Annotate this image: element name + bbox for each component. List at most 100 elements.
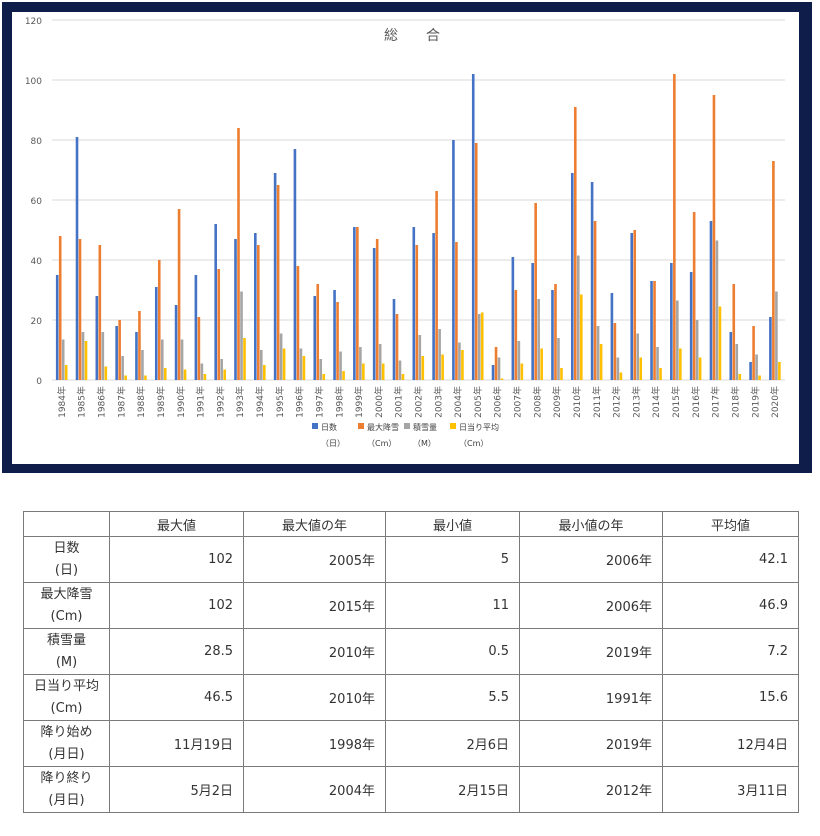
- table-cell: 102: [109, 536, 244, 583]
- x-tick-label: 2008年: [531, 386, 543, 418]
- table-body: 日数 (日) 102 2005年 5 2006年 42.1 最大降雪 (Cm) 102 2015年 1…: [23, 536, 799, 813]
- x-tick-label: 2013年: [630, 386, 642, 418]
- bar: [157, 260, 161, 380]
- bar: [141, 350, 144, 380]
- bar: [144, 375, 147, 380]
- bar: [282, 348, 286, 380]
- bar: [531, 263, 534, 380]
- bar: [412, 227, 416, 380]
- row-label-main: 日数: [53, 540, 80, 556]
- legend-swatch: [404, 423, 410, 429]
- table-cell: 2005年: [243, 536, 386, 583]
- table-cell: 2010年: [243, 674, 386, 721]
- x-tick-label: 2015年: [670, 386, 682, 418]
- bar: [452, 140, 455, 380]
- bar: [372, 248, 376, 380]
- bar: [104, 366, 108, 380]
- bar: [554, 284, 557, 380]
- table-cell: 1991年: [519, 674, 663, 721]
- bar: [698, 357, 702, 380]
- header-cell: 平均値: [662, 511, 799, 537]
- bar: [477, 314, 481, 380]
- bar: [381, 363, 385, 380]
- bar: [461, 350, 464, 380]
- legend-label: 積雪量: [413, 422, 437, 432]
- bar: [500, 378, 504, 380]
- bar: [401, 374, 405, 380]
- header-cell: [23, 511, 110, 537]
- row-label-unit: (Cm): [50, 700, 83, 716]
- bar: [339, 351, 342, 380]
- y-axis-ticks: 0 20 40 60 80 100 120: [25, 17, 42, 387]
- bar: [673, 74, 676, 380]
- row-label-unit: (日): [54, 562, 79, 578]
- table-cell: 102: [109, 582, 244, 629]
- x-tick-label: 2000年: [373, 386, 385, 418]
- legend-unit: （日）: [321, 439, 345, 448]
- x-tick-label: 2010年: [571, 386, 583, 418]
- bar: [630, 233, 634, 380]
- bar: [679, 348, 682, 380]
- x-tick-label: 2012年: [611, 386, 623, 418]
- bar: [254, 233, 257, 380]
- table-cell: 2012年: [519, 766, 663, 813]
- table-cell: 2006年: [519, 536, 663, 583]
- bar: [421, 356, 425, 380]
- bar: [570, 173, 574, 380]
- bar: [299, 348, 303, 380]
- bar: [769, 317, 772, 380]
- bar: [263, 365, 266, 380]
- row-label-main: 最大降雪: [40, 586, 93, 602]
- bar: [302, 356, 306, 380]
- row-label-main: 日当り平均: [33, 678, 99, 694]
- bar: [200, 363, 204, 380]
- x-tick-label: 1994年: [254, 386, 266, 418]
- bar: [732, 284, 736, 380]
- bar: [639, 357, 643, 380]
- bar: [322, 374, 326, 380]
- row-label-main: 降り始め: [40, 724, 93, 740]
- y-tick-label: 20: [31, 317, 43, 327]
- x-tick-label: 1998年: [333, 386, 345, 418]
- bar: [491, 365, 495, 380]
- bar: [95, 296, 99, 380]
- legend-unit: （M）: [413, 439, 436, 448]
- table-row: 日数 (日) 102 2005年 5 2006年 42.1: [23, 536, 799, 583]
- bar: [709, 221, 713, 380]
- bar: [273, 173, 277, 380]
- bar: [203, 374, 207, 380]
- bar: [257, 245, 260, 380]
- bar-chart: 0 20 40 60 80 100 120 1984年 1985年 1986年 1987年 1988…: [25, 17, 785, 448]
- bar: [599, 344, 603, 380]
- bar: [778, 362, 781, 380]
- x-tick-label: 2004年: [452, 386, 464, 418]
- y-tick-label: 0: [36, 377, 42, 387]
- bars: [55, 74, 781, 380]
- bar: [234, 239, 237, 380]
- row-label-unit: (M): [55, 654, 78, 670]
- x-tick-label: 2009年: [551, 386, 563, 418]
- table-row: 日当り平均 (Cm) 46.5 2010年 5.5 1991年 15.6: [23, 674, 799, 721]
- header-cell: 最小値: [385, 511, 520, 537]
- legend-unit: （Cm）: [367, 439, 396, 448]
- bar: [590, 182, 594, 380]
- bar: [573, 107, 577, 380]
- table-cell: 2019年: [519, 628, 663, 675]
- table-cell: 2006年: [519, 582, 663, 629]
- x-tick-label: 1991年: [195, 386, 207, 418]
- bar: [118, 320, 121, 380]
- bar: [695, 320, 699, 380]
- bar: [415, 245, 419, 380]
- statistics-table: 最大値 最大値の年 最小値 最小値の年 平均値 日数 (日) 102 2005年 5 20…: [23, 511, 799, 813]
- bar: [517, 341, 521, 380]
- bar: [593, 221, 597, 380]
- bar: [718, 306, 722, 380]
- bar: [356, 227, 359, 380]
- bar: [81, 332, 85, 380]
- y-tick-label: 60: [31, 197, 43, 207]
- bar: [653, 281, 656, 380]
- x-tick-label: 1987年: [115, 386, 127, 418]
- bar: [319, 359, 323, 380]
- bar: [418, 335, 422, 380]
- x-tick-label: 1995年: [274, 386, 286, 418]
